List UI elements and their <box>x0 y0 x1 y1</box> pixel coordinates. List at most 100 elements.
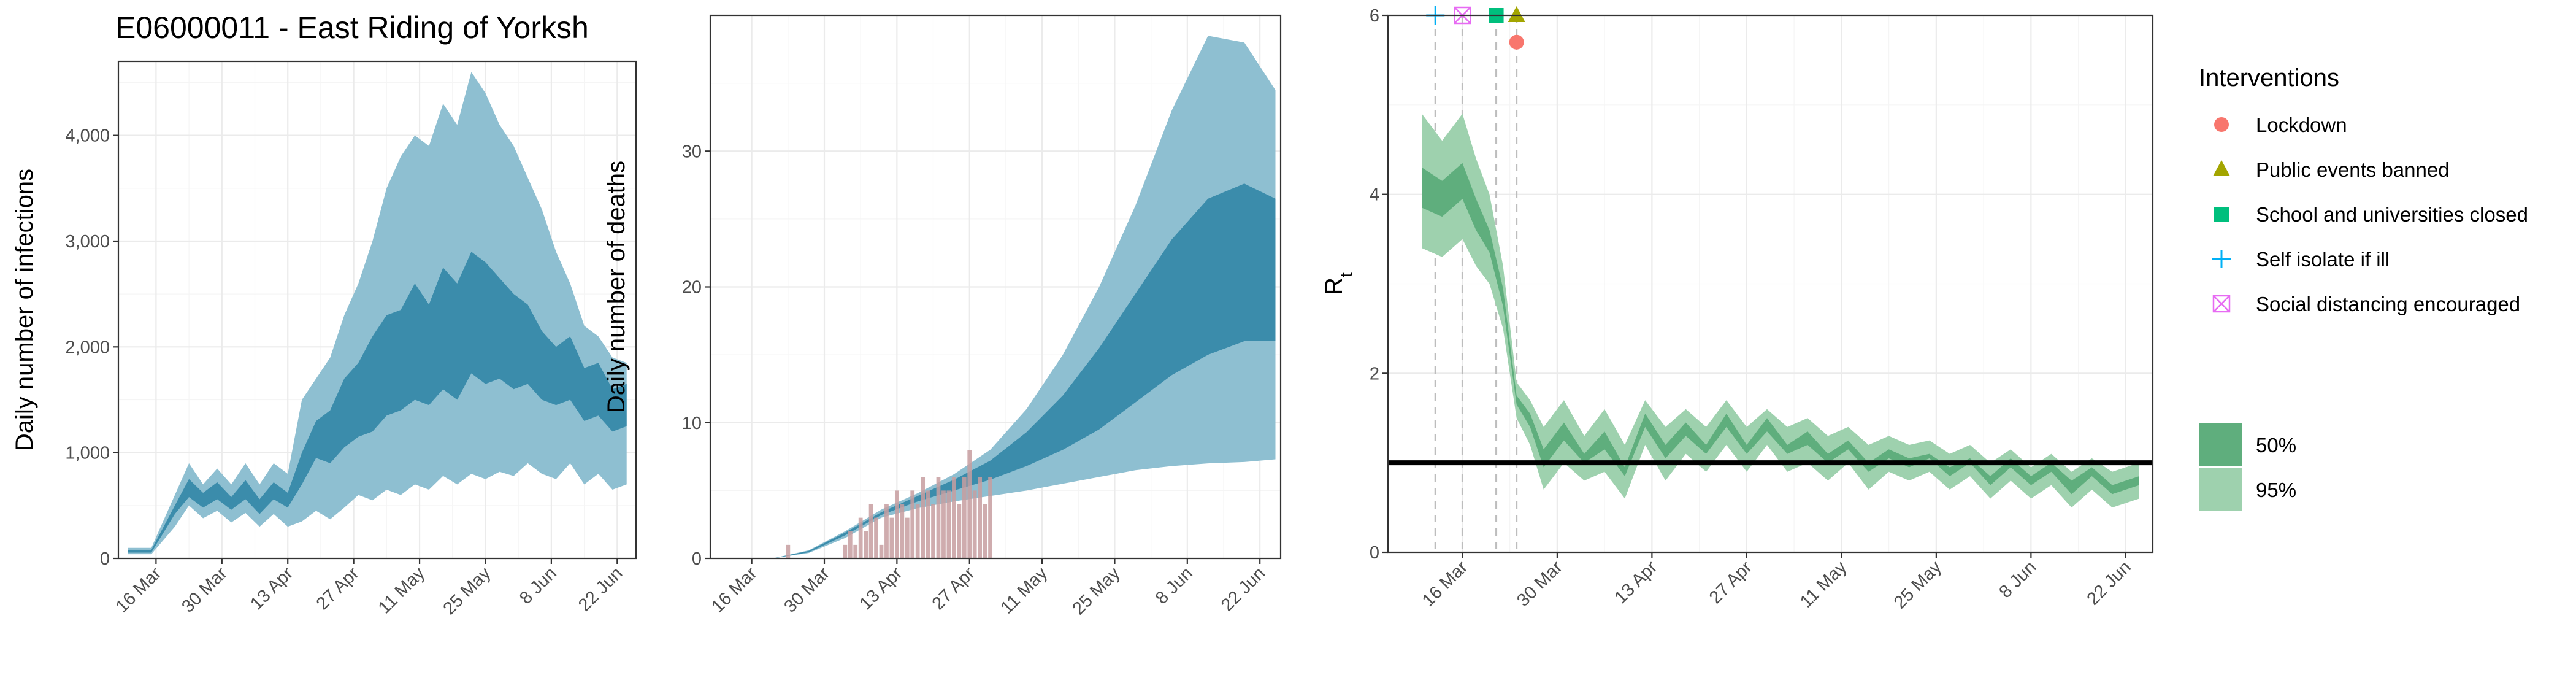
interventions-legend: Interventions Lockdown Public events bann… <box>2199 64 2528 511</box>
death-bar <box>983 504 987 558</box>
infections-panel: 0 1,000 2,000 3,000 4,000 16 Mar 30 Mar 13 Apr 2… <box>11 60 637 619</box>
x-tick-label: 8 Jun <box>516 563 561 608</box>
plot-frame <box>1387 14 2154 554</box>
x-tick-label: 30 Mar <box>178 563 231 617</box>
death-bar <box>889 517 894 558</box>
legend-marker <box>2214 207 2229 222</box>
x-tick-label: 8 Jun <box>1996 557 2041 602</box>
band-50 <box>128 252 627 553</box>
x-tick-label: 8 Jun <box>1152 563 1197 608</box>
x-tick-label: 11 May <box>375 563 429 618</box>
legend-label: Social distancing encouraged <box>2256 293 2520 315</box>
death-bar <box>951 477 956 558</box>
death-bar <box>972 490 977 558</box>
death-bar <box>786 544 791 558</box>
x-tick-label: 16 Mar <box>112 563 166 617</box>
intervention-marker <box>1509 34 1524 50</box>
death-bar <box>941 490 946 558</box>
x-tick-label: 30 Mar <box>780 563 834 617</box>
band-95 <box>772 36 1276 558</box>
y-tick-label: 0 <box>1370 543 1379 563</box>
y-tick-label: 4,000 <box>65 126 110 146</box>
death-bar <box>967 450 972 558</box>
legend-marker <box>2212 250 2231 268</box>
legend-label: Self isolate if ill <box>2256 248 2390 271</box>
plot-frame <box>117 60 637 560</box>
y-axis-title: Daily number of infections <box>11 169 38 451</box>
death-bar <box>946 490 951 558</box>
y-tick-label: 10 <box>682 414 702 433</box>
x-tick-label: 27 Apr <box>1706 557 1756 608</box>
ci-legend-swatch <box>2199 468 2242 511</box>
death-bar <box>905 517 910 558</box>
y-tick-label: 1,000 <box>65 444 110 463</box>
death-bar <box>962 477 967 558</box>
ci-legend-label: 50% <box>2256 434 2296 457</box>
y-tick-label: 20 <box>682 278 702 298</box>
band-95 <box>128 72 627 555</box>
death-bar <box>915 504 920 558</box>
y-axis-title: Rt <box>1321 272 1355 295</box>
death-bar <box>858 517 863 558</box>
death-bar <box>874 517 878 558</box>
x-tick-label: 30 Mar <box>1513 557 1566 611</box>
death-bar <box>843 544 848 558</box>
legend-marker <box>2212 295 2231 313</box>
death-bar <box>884 504 889 558</box>
x-tick-label: 13 Apr <box>1611 557 1661 608</box>
y-tick-label: 2 <box>1370 364 1379 384</box>
deaths-panel: 0 10 20 30 16 Mar 30 Mar 13 Apr 27 Apr 11 May 25 … <box>603 14 1282 619</box>
y-tick-label: 4 <box>1370 185 1379 205</box>
x-tick-label: 11 May <box>997 563 1052 618</box>
x-tick-label: 16 Mar <box>708 563 761 617</box>
ci-legend-swatch <box>2199 423 2242 466</box>
death-bar <box>926 490 930 558</box>
legend-title: Interventions <box>2199 64 2339 91</box>
legend-label: Lockdown <box>2256 114 2347 136</box>
x-tick-label: 13 Apr <box>856 563 906 614</box>
y-tick-label: 3,000 <box>65 232 110 252</box>
death-bar <box>848 531 853 558</box>
y-axis-title-subscript: t <box>1336 272 1355 277</box>
x-tick-label: 22 Jun <box>2083 557 2135 609</box>
death-bar <box>868 504 873 558</box>
death-bar <box>957 504 962 558</box>
y-tick-label: 2,000 <box>65 338 110 357</box>
x-tick-label: 22 Jun <box>1217 563 1269 615</box>
x-tick-label: 27 Apr <box>313 563 363 614</box>
death-bar <box>879 544 884 558</box>
x-tick-label: 25 May <box>440 563 495 619</box>
x-tick-label: 16 Mar <box>1419 557 1472 611</box>
band-95 <box>1422 114 2139 508</box>
x-tick-label: 11 May <box>1796 557 1851 612</box>
y-tick-label: 6 <box>1370 6 1379 26</box>
legend-marker <box>2214 117 2229 132</box>
death-bar <box>900 504 905 558</box>
legend-label: Public events banned <box>2256 158 2450 181</box>
x-tick-label: 13 Apr <box>247 563 297 614</box>
death-bar <box>936 477 941 558</box>
death-bar <box>910 490 915 558</box>
death-bar <box>921 477 926 558</box>
band-50 <box>772 183 1276 558</box>
ci-legend-label: 95% <box>2256 479 2296 501</box>
legend-marker <box>2213 160 2230 176</box>
intervention-marker <box>1508 6 1525 22</box>
y-axis-title: Daily number of deaths <box>603 161 630 413</box>
death-bar <box>931 504 935 558</box>
death-bar <box>864 531 868 558</box>
chart-title: E06000011 - East Riding of Yorksh <box>115 10 589 45</box>
x-tick-label: 27 Apr <box>929 563 979 614</box>
y-tick-label: 0 <box>100 549 110 569</box>
death-bar <box>988 477 992 558</box>
death-bar <box>894 490 899 558</box>
x-tick-label: 22 Jun <box>575 563 626 615</box>
legend-label: School and universities closed <box>2256 203 2528 226</box>
death-bar <box>853 544 858 558</box>
rt-panel: 0 2 4 6 16 Mar 30 Mar 13 Apr 27 Apr 11 May 25 May… <box>1321 6 2154 612</box>
y-tick-label: 30 <box>682 142 702 161</box>
x-tick-label: 25 May <box>1890 557 1945 612</box>
y-tick-label: 0 <box>692 549 702 569</box>
x-tick-label: 25 May <box>1069 563 1124 619</box>
